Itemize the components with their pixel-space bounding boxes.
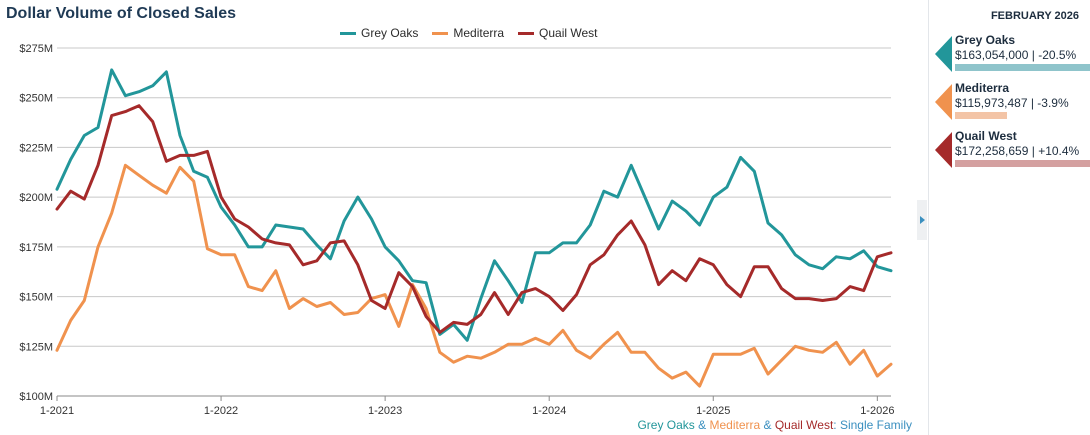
y-tick-label: $150M [19,292,53,304]
y-tick-label: $225M [19,142,53,154]
footer-amp-2: & [760,418,775,432]
legend-item-mediterra[interactable]: Mediterra [432,26,504,40]
chart-legend: Grey Oaks Mediterra Quail West [340,26,598,40]
y-tick-label: $125M [19,341,53,353]
summary-card-quail-west[interactable]: Quail West $172,258,659 | +10.4% [935,128,1090,172]
card-stat: $115,973,487 | -3.9% [955,96,1069,110]
triangle-left-icon [935,84,952,120]
series-line-grey-oaks [55,68,893,342]
line-chart: $100M $125M $150M $175M $200M $225M $250M $275M… [19,43,894,417]
y-tick-label: $200M [19,192,53,204]
triangle-left-icon [935,36,952,72]
card-bar [955,112,1007,119]
card-name: Quail West [955,129,1017,143]
x-tick-label: 1-2026 [860,405,894,417]
x-tick-label: 1-2024 [532,405,566,417]
series-line-quail-west [55,104,893,334]
footer-amp-1: & [694,418,710,432]
summary-card-grey-oaks[interactable]: Grey Oaks $163,054,000 | -20.5% [935,32,1090,76]
series-line-mediterra [55,163,893,388]
legend-label-grey-oaks: Grey Oaks [361,26,419,40]
card-stat: $163,054,000 | -20.5% [955,48,1077,62]
card-bar [955,160,1090,167]
chevron-right-icon [920,216,925,224]
footer-quail-west: Quail West [774,418,834,432]
y-tick-label: $100M [19,391,53,403]
x-tick-label: 1-2023 [368,405,402,417]
chart-footer-caption: Grey Oaks & Mediterra & Quail West: Sing… [637,418,912,432]
legend-label-mediterra: Mediterra [453,26,505,40]
legend-label-quail-west: Quail West [539,26,598,40]
x-tick-label: 1-2022 [204,405,238,417]
panel-toggle-button[interactable] [917,200,927,240]
triangle-left-icon [935,132,952,168]
legend-swatch-grey-oaks [340,31,356,35]
legend-swatch-quail-west [518,31,535,35]
legend-item-grey-oaks[interactable]: Grey Oaks [340,26,418,40]
card-bar [955,64,1090,71]
summary-card-mediterra[interactable]: Mediterra $115,973,487 | -3.9% [935,80,1090,124]
card-stat: $172,258,659 | +10.4% [955,144,1080,158]
y-tick-label: $175M [19,242,53,254]
footer-mediterra: Mediterra [709,418,761,432]
x-tick-label: 1-2021 [40,405,74,417]
panel-date: FEBRUARY 2026 [990,10,1079,22]
chart-title: Dollar Volume of Closed Sales [6,5,236,22]
legend-swatch-mediterra [432,31,449,35]
legend-item-quail-west[interactable]: Quail West [518,26,598,40]
y-tick-label: $275M [19,43,53,55]
footer-suffix: : Single Family [833,418,912,432]
summary-panel: FEBRUARY 2026 Grey Oaks $163,054,000 | -… [928,0,1090,435]
footer-grey-oaks: Grey Oaks [637,418,695,432]
card-name: Mediterra [955,81,1010,95]
x-tick-label: 1-2025 [696,405,730,417]
y-tick-label: $250M [19,93,53,105]
card-name: Grey Oaks [955,33,1016,47]
